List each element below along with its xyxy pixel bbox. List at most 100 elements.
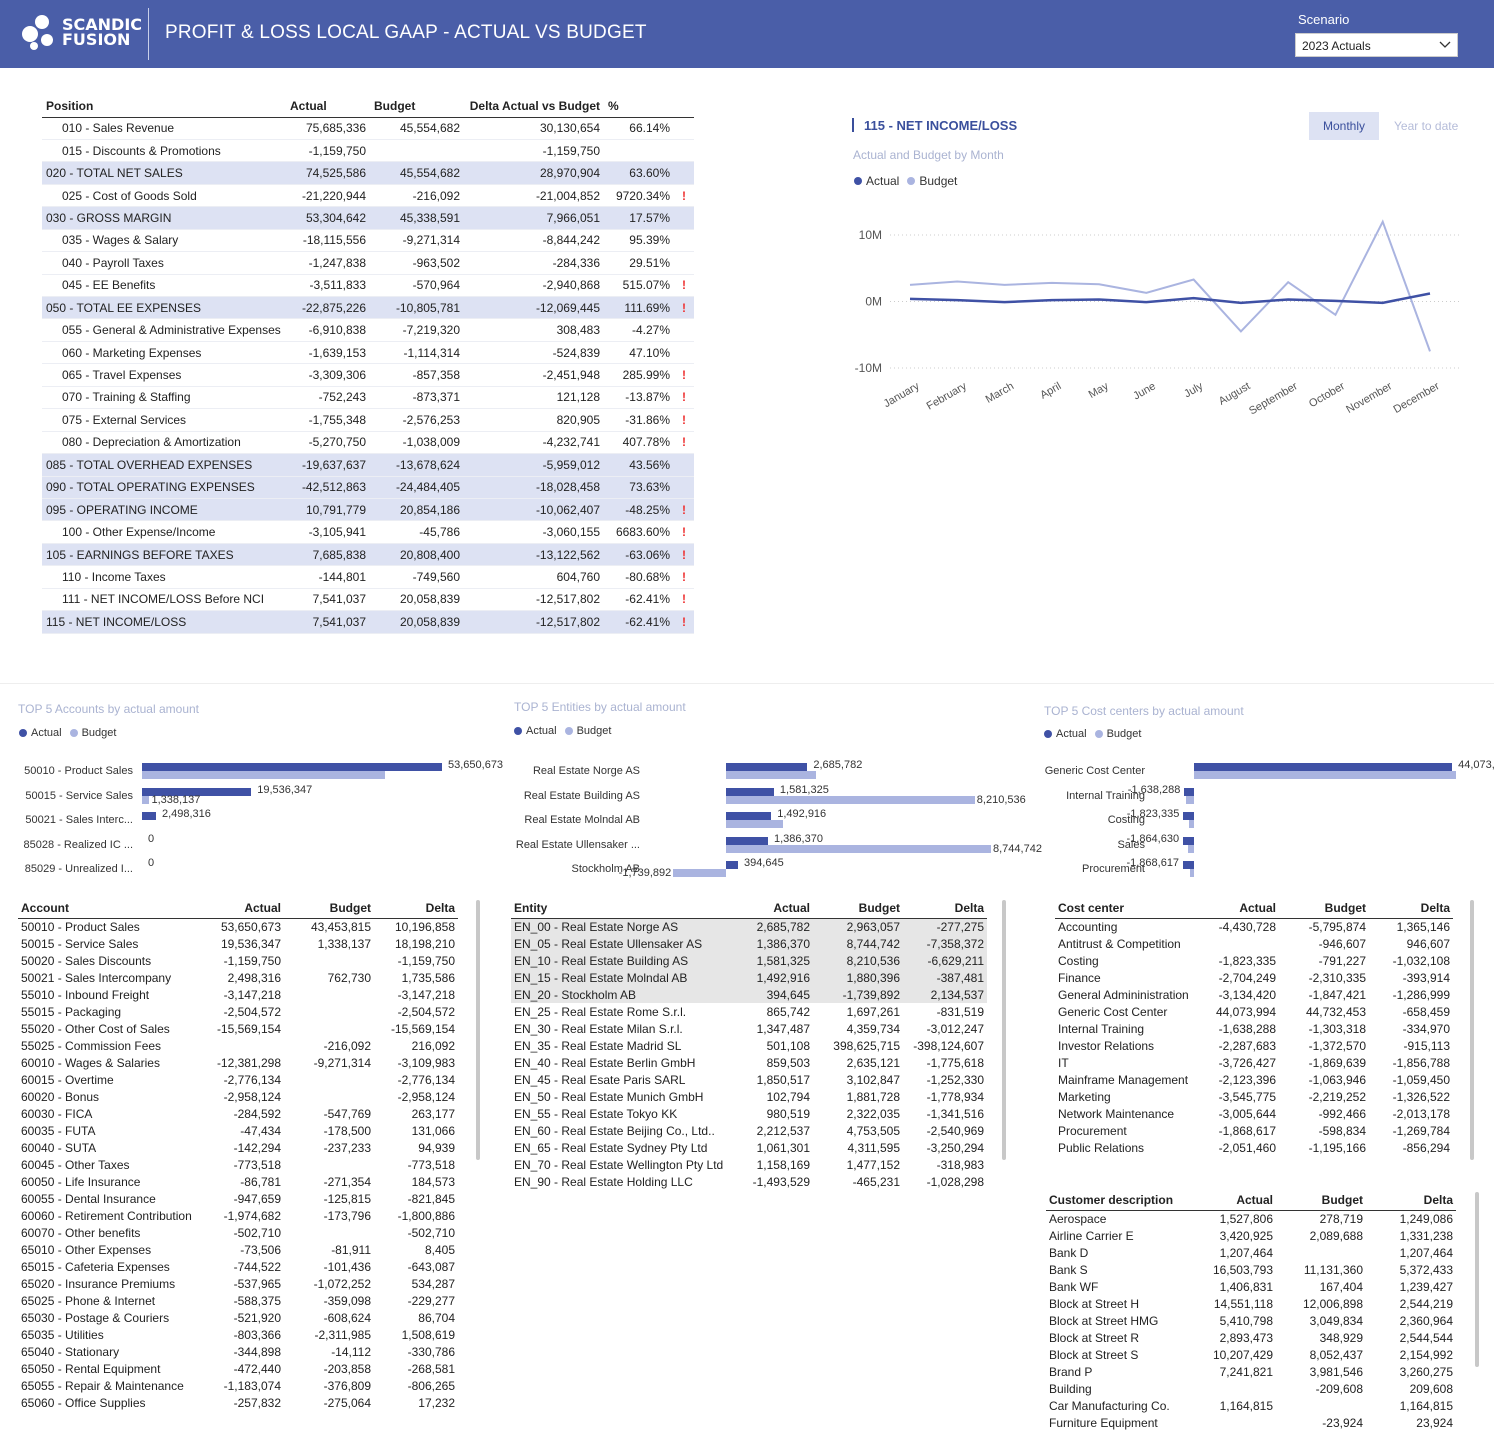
table-row[interactable]: 65035 - Utilities -803,366 -2,311,985 1,508… — [18, 1326, 458, 1343]
table-row[interactable]: 65010 - Other Expenses -73,506 -81,911 8,40… — [18, 1241, 458, 1258]
table-row[interactable]: 55020 - Other Cost of Sales -15,569,154 -1… — [18, 1020, 458, 1037]
table-row[interactable]: 65015 - Cafeteria Expenses -744,522 -101,4… — [18, 1258, 458, 1275]
bar-actual[interactable] — [142, 763, 442, 771]
table-row[interactable]: Block at Street S 10,207,429 8,052,437 2,15… — [1046, 1346, 1456, 1363]
bar-budget[interactable] — [1188, 844, 1194, 853]
table-header-3[interactable]: Delta — [1369, 898, 1453, 919]
table-row[interactable]: 55025 - Commission Fees -216,092 216,092 — [18, 1037, 458, 1054]
table-row[interactable]: 65040 - Stationary -344,898 -14,112 -330,78… — [18, 1343, 458, 1360]
bar-actual[interactable] — [142, 812, 156, 820]
pl-row[interactable]: 075 - External Services -1,755,348 -2,576,… — [42, 408, 694, 432]
table-row[interactable]: 65055 - Repair & Maintenance -1,183,074 -3… — [18, 1377, 458, 1394]
bar-actual[interactable] — [726, 787, 774, 796]
table-row[interactable]: Block at Street H 14,551,118 12,006,898 2,5… — [1046, 1295, 1456, 1312]
table-row[interactable]: Aerospace 1,527,806 278,719 1,249,086 — [1046, 1210, 1456, 1227]
table-row[interactable]: 50021 - Sales Intercompany 2,498,316 762,7… — [18, 969, 458, 986]
table-row[interactable]: Costing -1,823,335 -791,227 -1,032,108 — [1055, 952, 1453, 969]
table-row[interactable]: 65050 - Rental Equipment -472,440 -203,858… — [18, 1360, 458, 1377]
table-row[interactable]: EN_55 - Real Estate Tokyo KK 980,519 2,322… — [511, 1105, 987, 1122]
table-row[interactable]: Car Manufacturing Co. 1,164,815 1,164,815 — [1046, 1397, 1456, 1414]
bar-budget[interactable] — [1194, 771, 1456, 779]
table-row[interactable]: EN_60 - Real Estate Beijing Co., Ltd.. 2,… — [511, 1122, 987, 1139]
bar-actual[interactable] — [1184, 787, 1194, 796]
table-row[interactable]: Brand P 7,241,821 3,981,546 3,260,275 — [1046, 1363, 1456, 1380]
table-row[interactable]: Block at Street R 2,893,473 348,929 2,544,5… — [1046, 1329, 1456, 1346]
table-row[interactable]: 60060 - Retirement Contribution -1,974,68… — [18, 1207, 458, 1224]
pl-row[interactable]: 030 - GROSS MARGIN 53,304,642 45,338,591 7,… — [42, 206, 694, 230]
table-row[interactable]: EN_50 - Real Estate Munich GmbH 102,794 1,… — [511, 1088, 987, 1105]
table-row[interactable]: Network Maintenance -3,005,644 -992,466 -2,… — [1055, 1105, 1453, 1122]
table-row[interactable]: Furniture Equipment -23,924 23,924 — [1046, 1414, 1456, 1431]
table-header-0[interactable]: Customer description — [1046, 1190, 1196, 1211]
pl-row[interactable]: 070 - Training & Staffing -752,243 -873,37… — [42, 386, 694, 410]
table-row[interactable]: 50020 - Sales Discounts -1,159,750 -1,159,… — [18, 952, 458, 969]
bar-budget[interactable] — [142, 795, 150, 804]
pl-row[interactable]: 085 - TOTAL OVERHEAD EXPENSES -19,637,637… — [42, 453, 694, 477]
table-row[interactable]: 50015 - Service Sales 19,536,347 1,338,137… — [18, 935, 458, 952]
pl-row[interactable]: 020 - TOTAL NET SALES 74,525,586 45,554,68… — [42, 161, 694, 185]
entities-scrollbar[interactable] — [1002, 900, 1006, 1160]
table-row[interactable]: EN_90 - Real Estate Holding LLC -1,493,52… — [511, 1173, 987, 1190]
bar-actual[interactable] — [1194, 763, 1453, 771]
col-actual[interactable]: Actual — [286, 95, 370, 118]
bar-actual[interactable] — [142, 787, 252, 796]
table-row[interactable]: EN_05 - Real Estate Ullensaker AS 1,386,3… — [511, 935, 987, 952]
table-row[interactable]: 60050 - Life Insurance -86,781 -271,354 184… — [18, 1173, 458, 1190]
table-row[interactable]: EN_45 - Real Esate Paris SARL 1,850,517 3,… — [511, 1071, 987, 1088]
table-header-3[interactable]: Delta — [903, 898, 987, 919]
table-row[interactable]: Public Relations -2,051,460 -1,195,166 -856… — [1055, 1139, 1453, 1156]
bar-actual[interactable] — [1183, 861, 1194, 869]
table-row[interactable]: EN_20 - Stockholm AB 394,645 -1,739,892 2,1… — [511, 986, 987, 1003]
table-row[interactable]: 50010 - Product Sales 53,650,673 43,453,81… — [18, 918, 458, 935]
col-delta[interactable]: Delta Actual vs Budget — [464, 95, 604, 118]
table-row[interactable]: EN_30 - Real Estate Milan S.r.l. 1,347,48… — [511, 1020, 987, 1037]
table-row[interactable]: 60010 - Wages & Salaries -12,381,298 -9,27… — [18, 1054, 458, 1071]
table-row[interactable]: 60035 - FUTA -47,434 -178,500 131,066 — [18, 1122, 458, 1139]
pl-row[interactable]: 010 - Sales Revenue 75,685,336 45,554,682 3… — [42, 117, 694, 140]
pl-row[interactable]: 090 - TOTAL OPERATING EXPENSES -42,512,86… — [42, 476, 694, 499]
table-row[interactable]: 60015 - Overtime -2,776,134 -2,776,134 — [18, 1071, 458, 1088]
table-row[interactable]: Antitrust & Competition -946,607 946,607 — [1055, 935, 1453, 952]
bar-budget[interactable] — [1189, 820, 1194, 828]
table-row[interactable]: 60055 - Dental Insurance -947,659 -125,815… — [18, 1190, 458, 1207]
pl-row[interactable]: 015 - Discounts & Promotions -1,159,750 -1… — [42, 139, 694, 163]
table-header-3[interactable]: Delta — [374, 898, 458, 919]
customer-scrollbar[interactable] — [1475, 1192, 1479, 1367]
table-row[interactable]: Internal Training -1,638,288 -1,303,318 -33… — [1055, 1020, 1453, 1037]
pl-row[interactable]: 080 - Depreciation & Amortization -5,270,… — [42, 431, 694, 455]
table-row[interactable]: 65020 - Insurance Premiums -537,965 -1,072… — [18, 1275, 458, 1292]
table-row[interactable]: Bank WF 1,406,831 167,404 1,239,427 — [1046, 1278, 1456, 1295]
table-header-0[interactable]: Cost center — [1055, 898, 1195, 919]
bar-budget[interactable] — [726, 844, 991, 853]
table-header-3[interactable]: Delta — [1366, 1190, 1456, 1211]
table-row[interactable]: 60045 - Other Taxes -773,518 -773,518 — [18, 1156, 458, 1173]
pl-row[interactable]: 040 - Payroll Taxes -1,247,838 -963,502 -28… — [42, 251, 694, 275]
table-row[interactable]: Bank S 16,503,793 11,131,360 5,372,433 — [1046, 1261, 1456, 1278]
pl-row[interactable]: 025 - Cost of Goods Sold -21,220,944 -216,… — [42, 184, 694, 208]
bar-actual[interactable] — [1183, 836, 1194, 845]
col-position[interactable]: Position — [42, 95, 286, 118]
pl-row[interactable]: 060 - Marketing Expenses -1,639,153 -1,114… — [42, 341, 694, 365]
table-row[interactable]: General Admininistration -3,134,420 -1,847… — [1055, 986, 1453, 1003]
table-row[interactable]: Finance -2,704,249 -2,310,335 -393,914 — [1055, 969, 1453, 986]
pl-row[interactable]: 111 - NET INCOME/LOSS Before NCI 7,541,03… — [42, 588, 694, 612]
table-row[interactable]: Procurement -1,868,617 -598,834 -1,269,784 — [1055, 1122, 1453, 1139]
table-row[interactable]: EN_70 - Real Estate Wellington Pty Ltd 1,… — [511, 1156, 987, 1173]
table-row[interactable]: EN_00 - Real Estate Norge AS 2,685,782 2,9… — [511, 918, 987, 935]
table-header-2[interactable]: Budget — [1279, 898, 1369, 919]
bar-budget[interactable] — [142, 771, 385, 779]
bar-actual[interactable] — [726, 763, 808, 771]
table-row[interactable]: Generic Cost Center 44,073,994 44,732,453 -… — [1055, 1003, 1453, 1020]
bar-budget[interactable] — [673, 869, 726, 877]
table-row[interactable]: 65025 - Phone & Internet -588,375 -359,098… — [18, 1292, 458, 1309]
table-row[interactable]: Investor Relations -2,287,683 -1,372,570 -9… — [1055, 1037, 1453, 1054]
table-row[interactable]: 60040 - SUTA -142,294 -237,233 94,939 — [18, 1139, 458, 1156]
table-row[interactable]: 60020 - Bonus -2,958,124 -2,958,124 — [18, 1088, 458, 1105]
bar-budget[interactable] — [726, 795, 975, 804]
col-budget[interactable]: Budget — [370, 95, 464, 118]
table-header-2[interactable]: Budget — [813, 898, 903, 919]
scenario-dropdown[interactable]: 2023 Actuals — [1295, 33, 1458, 57]
pl-row[interactable]: 045 - EE Benefits -3,511,833 -570,964 -2,94… — [42, 274, 694, 298]
table-row[interactable]: Building -209,608 209,608 — [1046, 1380, 1456, 1397]
table-row[interactable]: Marketing -3,545,775 -2,219,252 -1,326,522 — [1055, 1088, 1453, 1105]
